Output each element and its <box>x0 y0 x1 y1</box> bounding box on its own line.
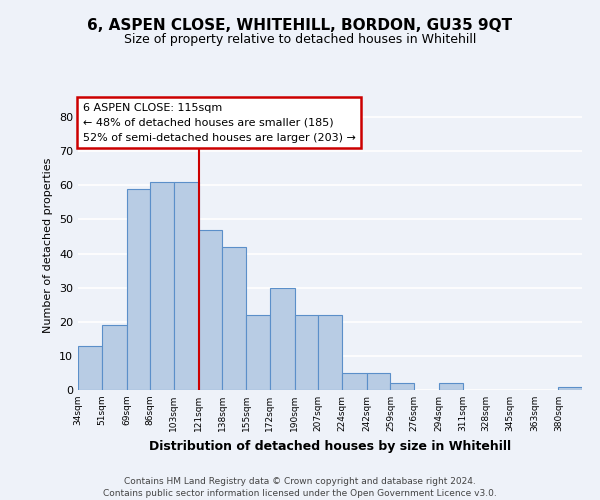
Text: Contains public sector information licensed under the Open Government Licence v3: Contains public sector information licen… <box>103 489 497 498</box>
Bar <box>78 346 101 390</box>
Bar <box>342 373 367 390</box>
Bar <box>199 230 223 390</box>
Bar <box>223 246 246 390</box>
Bar <box>295 315 318 390</box>
Bar <box>559 386 582 390</box>
Bar <box>246 315 269 390</box>
Bar <box>101 325 127 390</box>
X-axis label: Distribution of detached houses by size in Whitehill: Distribution of detached houses by size … <box>149 440 511 452</box>
Bar <box>174 182 199 390</box>
Text: Contains HM Land Registry data © Crown copyright and database right 2024.: Contains HM Land Registry data © Crown c… <box>124 478 476 486</box>
Text: 6 ASPEN CLOSE: 115sqm
← 48% of detached houses are smaller (185)
52% of semi-det: 6 ASPEN CLOSE: 115sqm ← 48% of detached … <box>83 103 356 142</box>
Bar <box>269 288 295 390</box>
Text: 6, ASPEN CLOSE, WHITEHILL, BORDON, GU35 9QT: 6, ASPEN CLOSE, WHITEHILL, BORDON, GU35 … <box>88 18 512 32</box>
Bar <box>391 383 414 390</box>
Bar <box>150 182 174 390</box>
Bar <box>127 188 150 390</box>
Text: Size of property relative to detached houses in Whitehill: Size of property relative to detached ho… <box>124 32 476 46</box>
Bar <box>367 373 391 390</box>
Y-axis label: Number of detached properties: Number of detached properties <box>43 158 53 332</box>
Bar <box>318 315 342 390</box>
Bar <box>439 383 463 390</box>
